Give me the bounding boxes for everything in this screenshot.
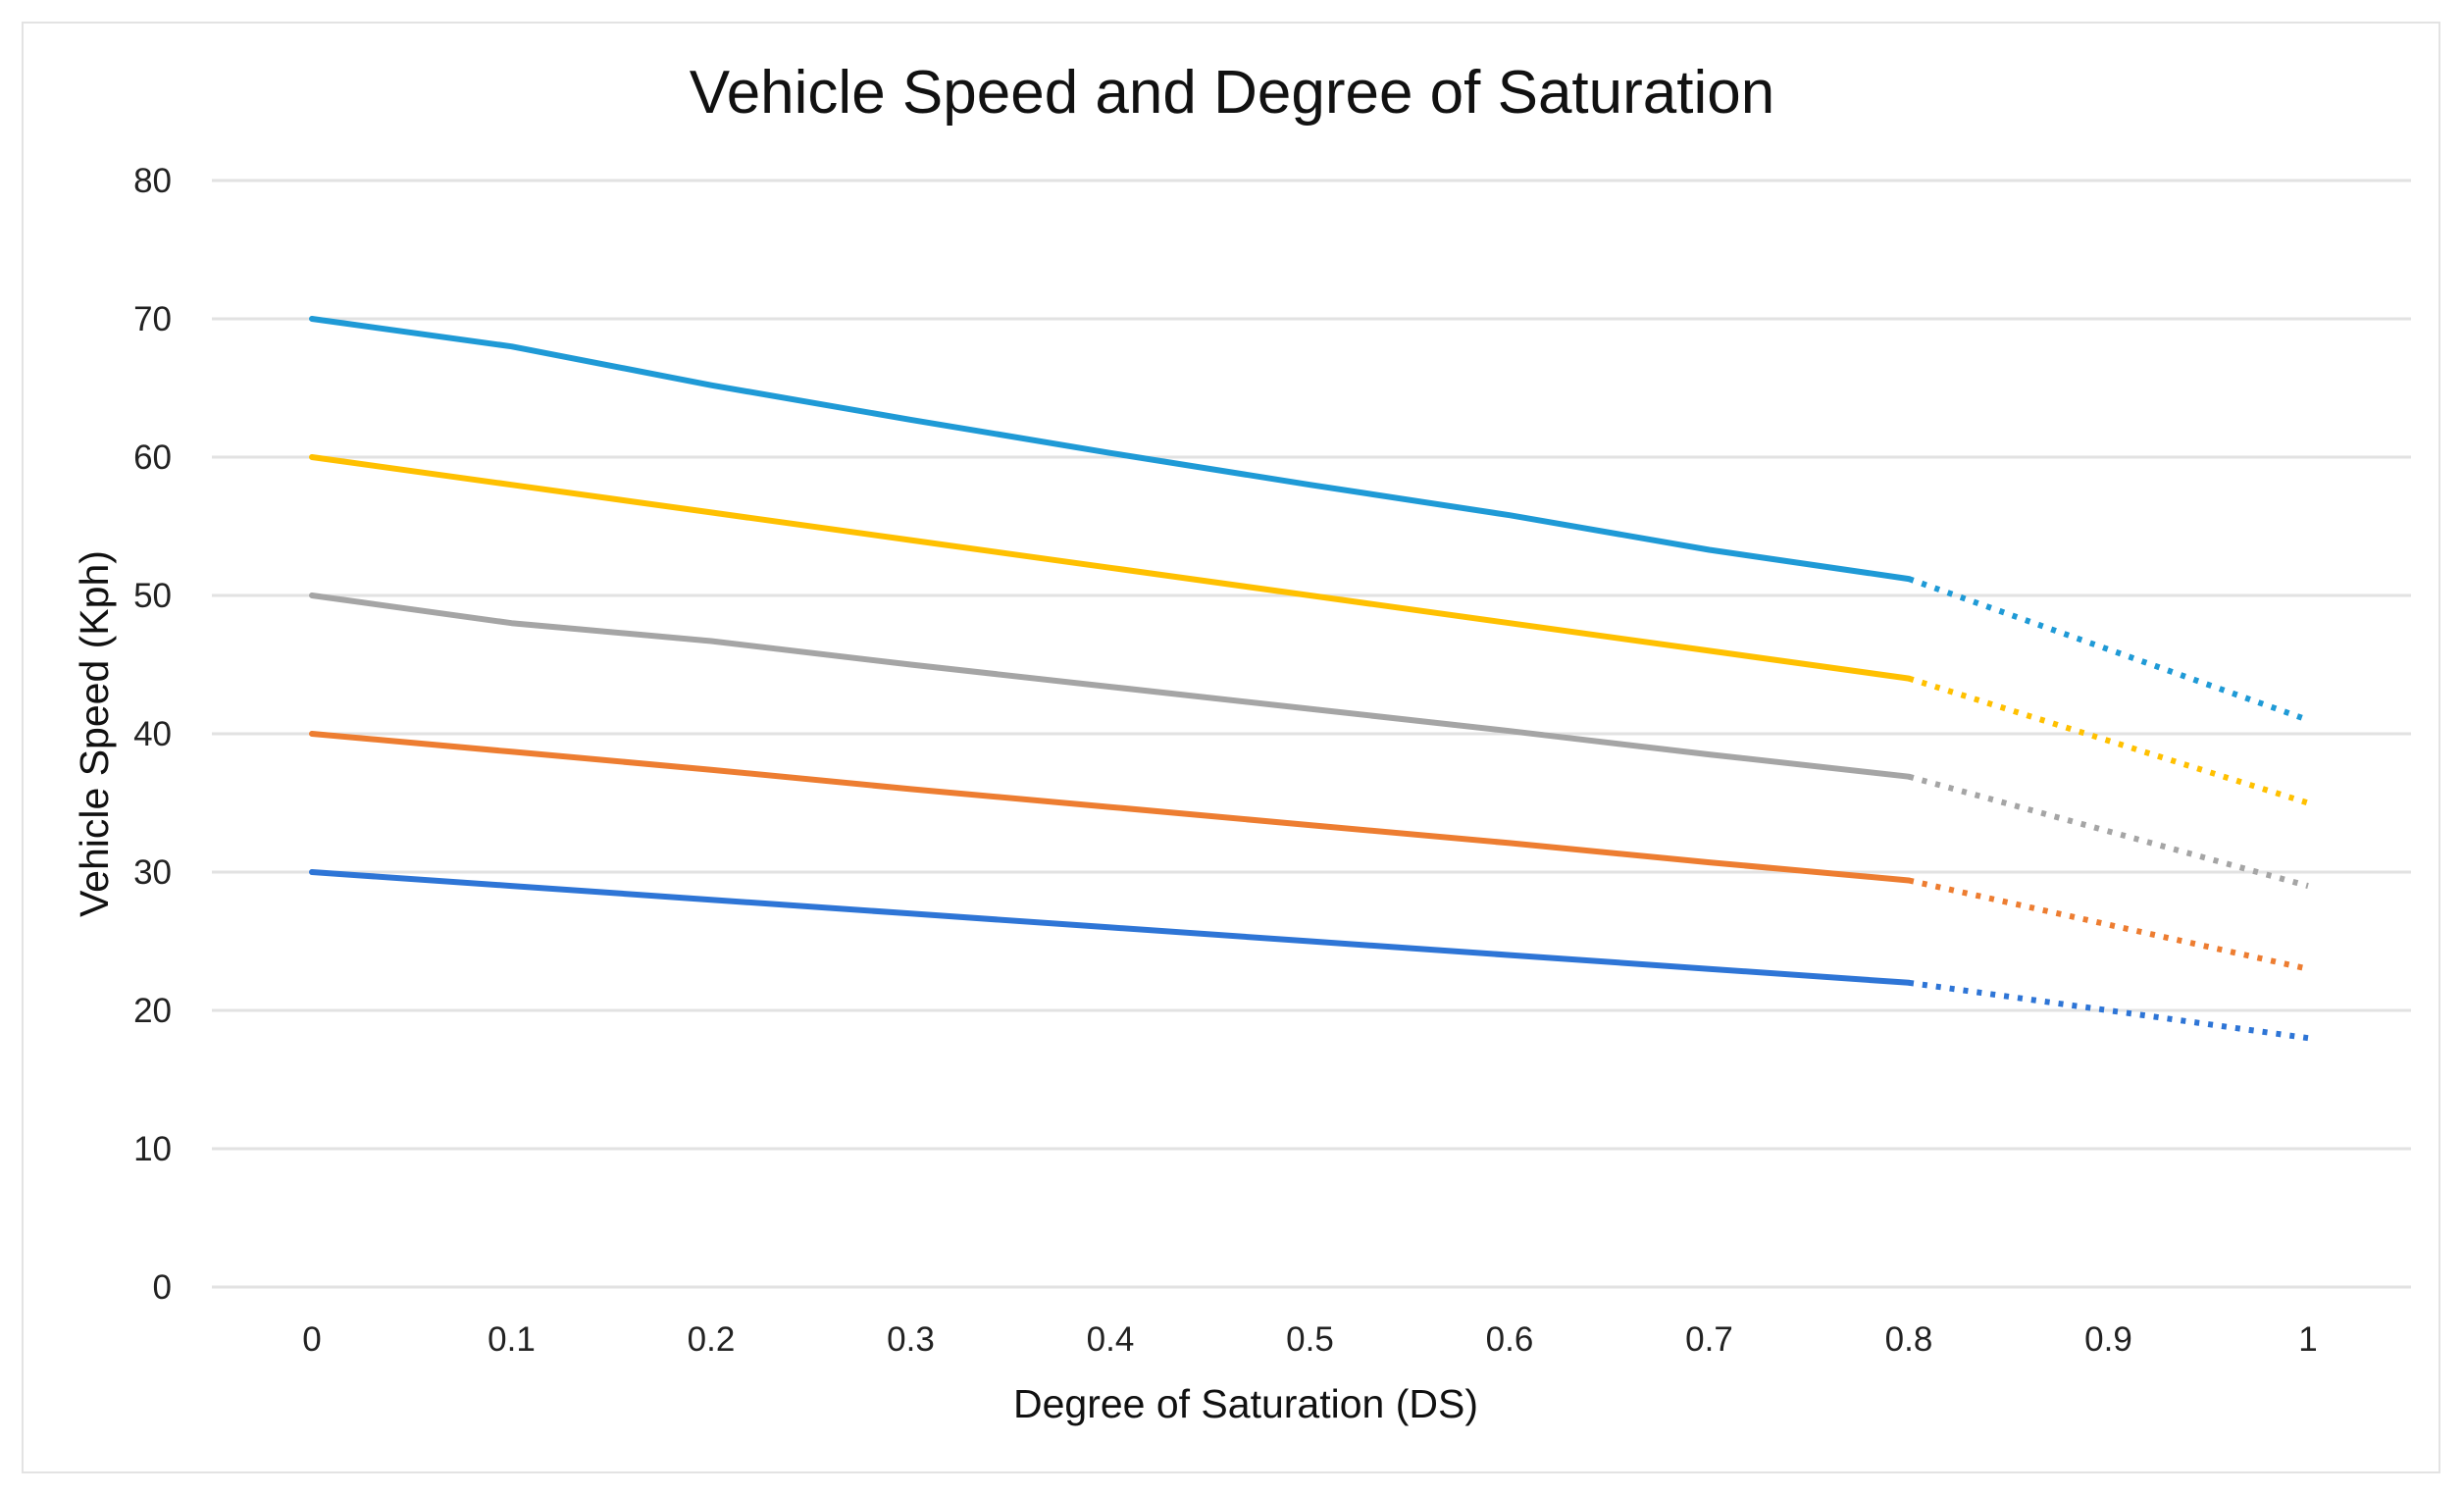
series-1 — [309, 316, 2309, 723]
series-3-solid-line — [309, 593, 1912, 780]
x-axis-label: Degree of Saturation (DS) — [1013, 1381, 1478, 1426]
series-3-dotted-projection — [1908, 773, 2309, 889]
series-2-solid-line — [309, 454, 1912, 682]
x-tick-label: 0.3 — [887, 1320, 935, 1359]
y-tick-label: 20 — [133, 992, 172, 1030]
x-tick-label: 0 — [302, 1320, 321, 1359]
x-tick-label: 0.2 — [688, 1320, 736, 1359]
y-tick-label: 60 — [133, 438, 172, 477]
y-tick-label: 70 — [133, 300, 172, 338]
y-tick-label: 40 — [133, 715, 172, 753]
series-4-solid-line — [309, 731, 1912, 884]
y-axis-label: Vehicle Speed (Kph) — [72, 550, 117, 917]
x-tick-label: 0.1 — [488, 1320, 536, 1359]
x-tick-label: 1 — [2298, 1320, 2317, 1359]
y-axis-ticks: 0 10 20 30 40 50 60 70 80 — [133, 162, 172, 1307]
series-1-solid-line — [309, 316, 1912, 583]
series-4 — [309, 731, 2309, 972]
series-5 — [309, 869, 2309, 1042]
x-tick-label: 0.9 — [2084, 1320, 2132, 1359]
x-tick-label: 0.8 — [1885, 1320, 1933, 1359]
series-4-dotted-projection — [1908, 877, 2309, 972]
y-tick-label: 80 — [133, 162, 172, 200]
chart-title: Vehicle Speed and Degree of Saturation — [690, 59, 1774, 127]
x-tick-label: 0.5 — [1286, 1320, 1334, 1359]
y-tick-label: 0 — [153, 1268, 172, 1307]
series-2-dotted-projection — [1908, 675, 2309, 806]
y-tick-label: 10 — [133, 1130, 172, 1168]
x-tick-label: 0.4 — [1087, 1320, 1135, 1359]
series-2 — [309, 454, 2309, 806]
x-tick-label: 0.6 — [1486, 1320, 1534, 1359]
series-1-dotted-projection — [1908, 576, 2309, 723]
series-3 — [309, 593, 2309, 889]
x-tick-label: 0.7 — [1685, 1320, 1733, 1359]
y-tick-label: 30 — [133, 853, 172, 892]
chart-frame — [22, 22, 2440, 1473]
y-tick-label: 50 — [133, 577, 172, 615]
x-axis-ticks: 0 0.1 0.2 0.3 0.4 0.5 0.6 0.7 0.8 0.9 1 — [302, 1320, 2317, 1359]
series-lines — [309, 316, 2309, 1042]
series-5-solid-line — [309, 869, 1912, 986]
